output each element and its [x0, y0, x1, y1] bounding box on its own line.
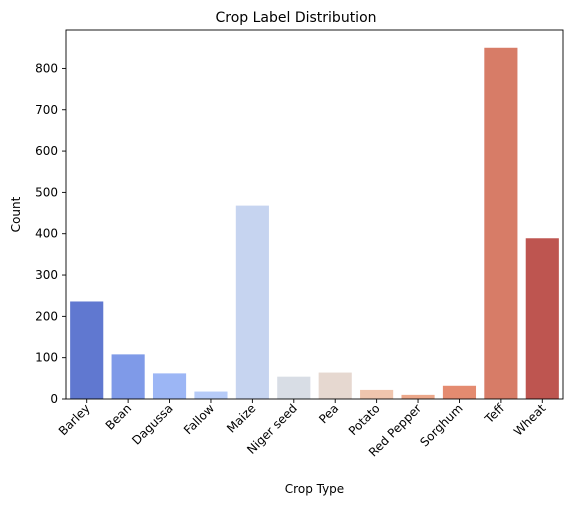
- x-tick-label: Maize: [224, 401, 258, 435]
- x-tick-label: Bean: [103, 401, 135, 433]
- chart-title: Crop Label Distribution: [215, 10, 376, 26]
- x-tick-label: Pea: [316, 401, 341, 426]
- y-tick-label: 0: [50, 392, 58, 406]
- bar-red-pepper: [401, 394, 435, 399]
- bar-pea: [318, 372, 352, 399]
- y-tick-label: 200: [35, 309, 58, 323]
- x-tick-label: Dagussa: [129, 401, 175, 447]
- bar-dagussa: [152, 373, 187, 399]
- x-tick-label: Teff: [482, 401, 508, 427]
- bar-potato: [360, 389, 394, 399]
- bar-bean: [111, 354, 145, 399]
- y-tick-label: 500: [35, 185, 58, 199]
- y-tick-label: 800: [35, 61, 58, 75]
- x-tick-label: Potato: [346, 401, 383, 438]
- plot-frame: [65, 29, 564, 400]
- bar-niger-seed: [277, 376, 311, 399]
- y-axis: 0 100 200 300 400 500 600 700 800: [35, 61, 66, 406]
- bars-group: [70, 47, 559, 400]
- bar-fallow: [194, 391, 228, 399]
- x-tick-label: Fallow: [181, 401, 217, 437]
- y-tick-label: 600: [35, 144, 58, 158]
- bar-sorghum: [442, 385, 477, 399]
- bar-maize: [235, 205, 269, 399]
- bar-teff: [484, 47, 518, 400]
- x-axis-label: Crop Type: [285, 482, 344, 496]
- x-tick-label: Wheat: [511, 401, 549, 439]
- bar-wheat: [525, 238, 559, 399]
- x-tick-label: Barley: [56, 401, 93, 438]
- y-tick-label: 300: [35, 268, 58, 282]
- y-tick-label: 100: [35, 351, 58, 365]
- bar-barley: [70, 301, 104, 399]
- x-tick-label: Sorghum: [417, 401, 465, 449]
- y-axis-label: Count: [9, 196, 23, 232]
- y-tick-label: 700: [35, 103, 58, 117]
- y-tick-label: 400: [35, 227, 58, 241]
